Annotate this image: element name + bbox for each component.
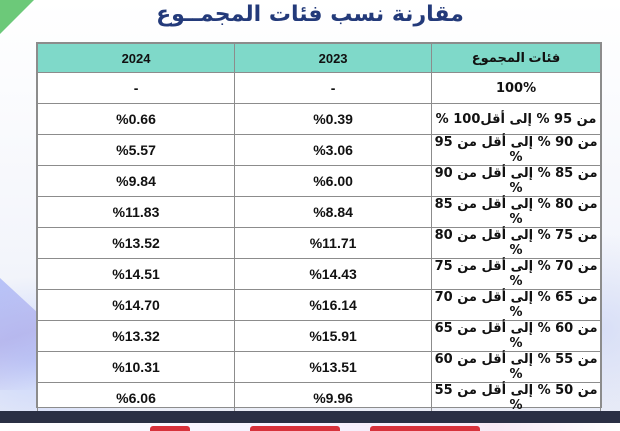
bottom-bar	[0, 411, 620, 423]
header-category: فئات المجموع	[431, 43, 601, 73]
cell-category: من 55 % إلى أقل من 60 %	[431, 351, 601, 383]
table-row: %13.52 %11.71 من 75 % إلى أقل من 80 %	[36, 227, 601, 259]
table-row: %13.32 %15.91 من 60 % إلى أقل من 65 %	[36, 320, 601, 352]
cell-category: من 90 % إلى أقل من 95 %	[431, 134, 601, 166]
cell-2024: %13.52	[36, 227, 236, 259]
header-2023: 2023	[234, 43, 433, 73]
comparison-table: 2024 2023 فئات المجموع - -100% %0.66 %0.39 م…	[36, 42, 602, 414]
corner-decoration	[0, 0, 34, 34]
cell-2023: %15.91	[234, 320, 433, 352]
table-row: %0.66 %0.39 من 95 % إلى أقل100 %	[36, 103, 601, 135]
cell-2023: %3.06	[234, 134, 433, 166]
cell-2024: -	[36, 72, 236, 104]
cell-category: من 50 % إلى أقل من 55 %	[431, 382, 601, 414]
table-row: - -100%	[36, 72, 601, 104]
table-row: %14.70 %16.14 من 65 % إلى أقل من 70 %	[36, 289, 601, 321]
table-row: %9.84 %6.00 من 85 % إلى أقل من 90 %	[36, 165, 601, 197]
bottom-red-mark	[370, 426, 480, 431]
cell-2023: %9.96	[234, 382, 433, 414]
cell-2023: %13.51	[234, 351, 433, 383]
page-title: مقارنة نسب فئات المجمــوع	[156, 2, 464, 27]
table-row: %14.51 %14.43 من 70 % إلى أقل من 75 %	[36, 258, 601, 290]
cell-2024: %13.32	[36, 320, 236, 352]
cell-category: من 80 % إلى أقل من 85 %	[431, 196, 601, 228]
cell-category: من 75 % إلى أقل من 80 %	[431, 227, 601, 259]
cell-category: من 85 % إلى أقل من 90 %	[431, 165, 601, 197]
cell-category: 100%	[431, 72, 601, 104]
table-header-row: 2024 2023 فئات المجموع	[36, 43, 601, 73]
table-grid: 2024 2023 فئات المجموع - -100% %0.66 %0.39 م…	[36, 43, 601, 414]
table-row: %6.06 %9.96 من 50 % إلى أقل من 55 %	[36, 382, 601, 414]
cell-category: من 70 % إلى أقل من 75 %	[431, 258, 601, 290]
cell-2023: %0.39	[234, 103, 433, 135]
cell-2023: %11.71	[234, 227, 433, 259]
table-row: %10.31 %13.51 من 55 % إلى أقل من 60 %	[36, 351, 601, 383]
cell-2024: %14.70	[36, 289, 236, 321]
cell-2024: %6.06	[36, 382, 236, 414]
cell-2024: %5.57	[36, 134, 236, 166]
cell-2024: %10.31	[36, 351, 236, 383]
cell-2024: %11.83	[36, 196, 236, 228]
bottom-red-mark	[250, 426, 340, 431]
cell-2023: %6.00	[234, 165, 433, 197]
cell-category: من 60 % إلى أقل من 65 %	[431, 320, 601, 352]
cell-2024: %14.51	[36, 258, 236, 290]
cell-2024: %9.84	[36, 165, 236, 197]
cell-category: من 95 % إلى أقل100 %	[431, 103, 601, 135]
cell-2024: %0.66	[36, 103, 236, 135]
cell-2023: -	[234, 72, 433, 104]
cell-2023: %8.84	[234, 196, 433, 228]
header-2024: 2024	[36, 43, 236, 73]
table-row: %11.83 %8.84 من 80 % إلى أقل من 85 %	[36, 196, 601, 228]
table-body: - -100% %0.66 %0.39 من 95 % إلى أقل100 % %5.5…	[36, 72, 601, 414]
bottom-red-mark	[150, 426, 190, 431]
cell-category: من 65 % إلى أقل من 70 %	[431, 289, 601, 321]
table-row: %5.57 %3.06 من 90 % إلى أقل من 95 %	[36, 134, 601, 166]
cell-2023: %16.14	[234, 289, 433, 321]
cell-2023: %14.43	[234, 258, 433, 290]
